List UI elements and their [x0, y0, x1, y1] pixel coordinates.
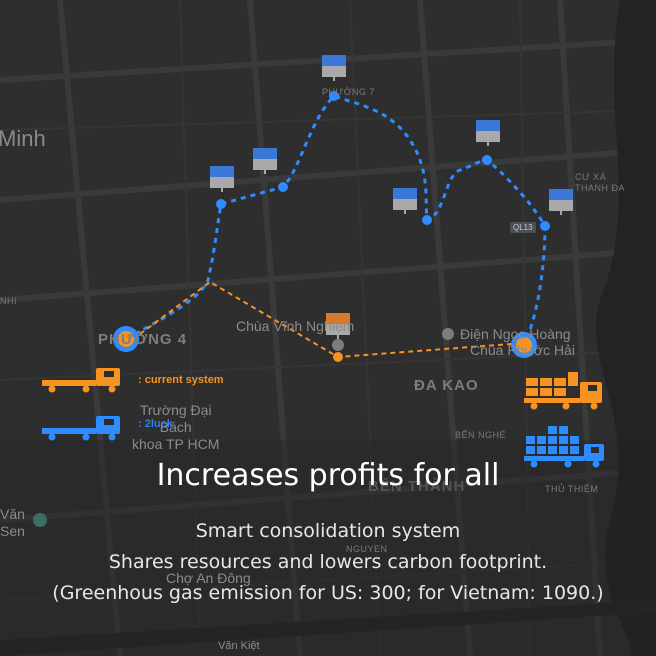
- map-label-ben-nghe: BẾN NGHÉ: [455, 430, 507, 440]
- legend-current-system: : current system: [132, 374, 224, 386]
- map-label-phuong7: PHƯỜNG 7: [322, 87, 375, 97]
- legend-2luck: : 2luck: [132, 418, 173, 430]
- pickup-pin-icon: [549, 189, 573, 215]
- headline-title: Increases profits for all: [156, 458, 500, 493]
- pickup-pin-icon: [210, 166, 234, 192]
- pickup-pin-icon: [253, 148, 277, 174]
- map-label-thu-thiem: THỦ THIÊM: [545, 484, 599, 494]
- stop-point: [216, 199, 226, 209]
- map-label-chua-phuoc-hai: Chùa Phước Hải: [470, 342, 575, 358]
- stop-point: [329, 91, 339, 101]
- river: [595, 0, 656, 656]
- stop-point: [482, 155, 492, 165]
- headline-line1: Smart consolidation system: [195, 520, 461, 542]
- map-label-cho-an-dong: Chợ An Đông: [166, 570, 251, 586]
- map-label-chua-vinh-nghiem: Chùa Vĩnh Nghiêm: [236, 318, 355, 334]
- loaded-orange-truck-icon: [524, 372, 602, 410]
- map-label-minh: Minh: [0, 126, 46, 151]
- orange-route: [139, 280, 525, 359]
- map-label-dien-ngoc-hoang: Điện Ngọc Hoàng: [460, 326, 571, 342]
- orange-truck-icon: [42, 368, 120, 393]
- map-label-da-kao: ĐA KAO: [414, 377, 479, 394]
- orange-stop-point: [333, 352, 343, 362]
- poi-icons: [33, 328, 454, 527]
- stop-point: [422, 215, 432, 225]
- legend-current-label: : current system: [138, 374, 224, 386]
- headline-line2: Shares resources and lowers carbon footp…: [108, 551, 548, 573]
- map-label-van-sen: Văn Sen: [0, 506, 25, 539]
- stop-point: [278, 182, 288, 192]
- map-label-van-kiet: Văn Kiệt: [218, 640, 260, 652]
- canal: [0, 600, 656, 656]
- stop-point: [540, 221, 550, 231]
- map-label-nguyen: NGUYEN: [346, 544, 388, 554]
- pickup-pin-icon: [476, 120, 500, 146]
- map-label-cu-xa: CƯ XÁ THANH ĐA: [575, 172, 626, 193]
- map-label-nhi: NHI: [0, 296, 17, 306]
- legend-2luck-label: : 2luck: [138, 418, 173, 430]
- map-label-ql13: QL13: [510, 222, 536, 233]
- blue-truck-icon: [42, 416, 120, 441]
- headline-line3: (Greenhous gas emission for US: 300; for…: [52, 582, 604, 604]
- map-label-ben-thanh: BẾN THÀNH: [368, 478, 466, 495]
- map-label-truong-dai-hoc: Trường Đại Bách khoa TP HCM: [132, 402, 220, 452]
- pickup-pin-icon: [322, 55, 346, 81]
- pickup-pin-icon: [393, 188, 417, 214]
- blue-route: [125, 94, 547, 344]
- map-label-phuong4: PHƯỜNG 4: [98, 331, 188, 348]
- orange-pickup-pin-icon: [326, 313, 350, 339]
- loaded-blue-truck-icon: [524, 426, 604, 468]
